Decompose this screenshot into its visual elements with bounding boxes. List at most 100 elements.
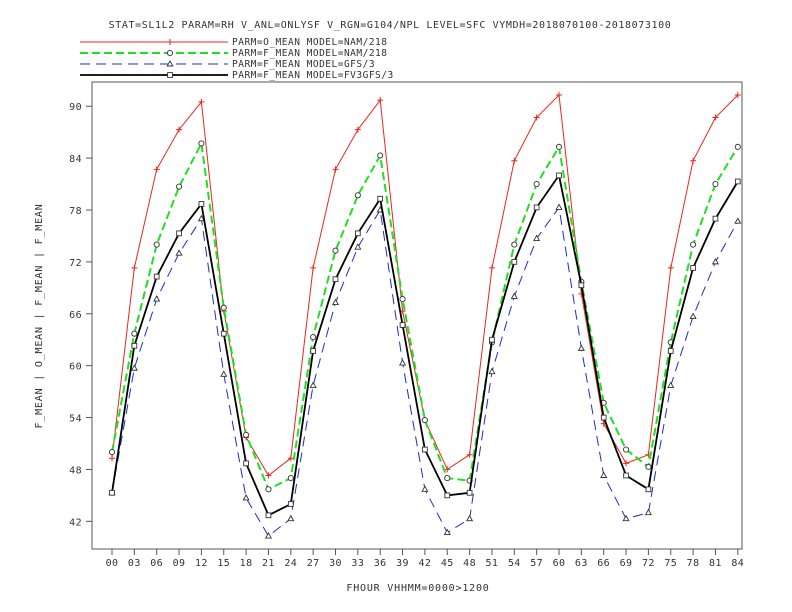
data-point [332,166,339,173]
x-tick-label: 24 [284,558,297,569]
x-tick-label: 69 [620,558,633,569]
data-point [600,414,607,421]
data-point [287,455,294,462]
data-point [264,532,273,539]
x-tick-label: 03 [128,558,141,569]
data-point [667,381,675,388]
data-point [712,180,719,188]
data-point [176,230,182,237]
y-axis: 42 48 54 60 66 72 78 84 90 [69,102,92,528]
data-point [421,417,428,424]
chart-title: STAT=SL1L2 PARAM=RH V_ANL=ONLYSF V_RGN=G… [109,20,672,31]
series-line [111,140,739,491]
data-point [265,472,272,479]
x-tick-label: 12 [195,558,208,569]
x-tick-label: 75 [664,558,677,569]
data-point [645,463,652,470]
data-point [511,259,518,265]
data-point [175,249,183,256]
x-tick-label: 78 [687,558,700,569]
data-point [511,157,518,164]
data-point [153,241,160,248]
data-point [533,204,540,211]
data-point [466,489,473,496]
legend-label: PARM=F_MEAN MODEL=FV3GFS/3 [232,70,394,81]
data-point [377,152,384,159]
data-point [533,180,540,188]
data-point [488,264,495,271]
data-point [310,334,317,341]
data-point [265,512,272,519]
x-tick-label: 39 [396,558,409,569]
x-tick-label: 33 [351,558,364,569]
data-point [166,60,174,67]
data-point [197,214,205,222]
data-point [556,91,562,98]
legend-label: PARM=F_MEAN MODEL=GFS/3 [232,59,375,70]
x-tick-label: 66 [597,558,610,569]
data-point [175,183,183,190]
data-point [510,292,518,299]
x-tick-label: 27 [307,558,320,569]
data-point [622,514,630,522]
data-point [398,359,407,366]
data-point [690,241,697,248]
x-tick-label: 84 [731,558,744,569]
data-point [355,230,361,237]
data-point [466,514,474,522]
data-point [623,472,629,479]
x-tick-label: 09 [173,558,186,569]
data-point [734,178,741,185]
plot-frame [91,81,743,550]
data-point [167,72,173,78]
data-point [667,264,674,271]
y-tick-label: 66 [69,310,82,321]
data-point [220,370,228,377]
data-point [421,485,429,492]
data-point [354,126,361,133]
data-point [712,215,719,222]
data-point [443,528,451,536]
data-point [354,192,361,199]
data-point [555,143,563,150]
data-point [310,264,317,271]
data-point [310,348,317,354]
data-point [577,344,585,351]
data-point [331,298,340,305]
series-2 [108,140,741,493]
series-line [111,173,739,517]
data-point [131,342,138,349]
legend-label: PARM=O_MEAN MODEL=NAM/218 [232,37,388,48]
data-point [466,451,473,458]
x-tick-label: 48 [463,558,476,569]
data-point [712,114,719,121]
data-point [131,264,138,271]
data-point [265,486,272,493]
x-tick-label: 54 [508,558,521,569]
y-tick-label: 54 [69,414,82,425]
data-point [578,282,585,289]
data-point [242,494,250,501]
y-axis-label: F_MEAN | O_MEAN | F_MEAN | F_MEAN [34,203,45,428]
data-point [332,247,339,254]
data-point [556,172,562,179]
data-point [109,489,115,496]
data-point [377,195,384,202]
data-point [689,312,697,319]
x-tick-label: 00 [106,558,119,569]
data-point [354,243,362,250]
y-tick-label: 84 [69,154,82,165]
legend-label: PARM=F_MEAN MODEL=NAM/218 [232,48,388,59]
data-point [243,431,250,438]
data-point [711,257,720,265]
data-point [399,296,406,303]
data-point [198,201,205,207]
data-point [690,157,697,164]
data-point [623,460,630,467]
x-axis-label: FHOUR VHHMM=0000>1200 [346,583,489,594]
data-point [153,295,161,302]
data-point [533,234,541,241]
data-point [399,322,406,328]
